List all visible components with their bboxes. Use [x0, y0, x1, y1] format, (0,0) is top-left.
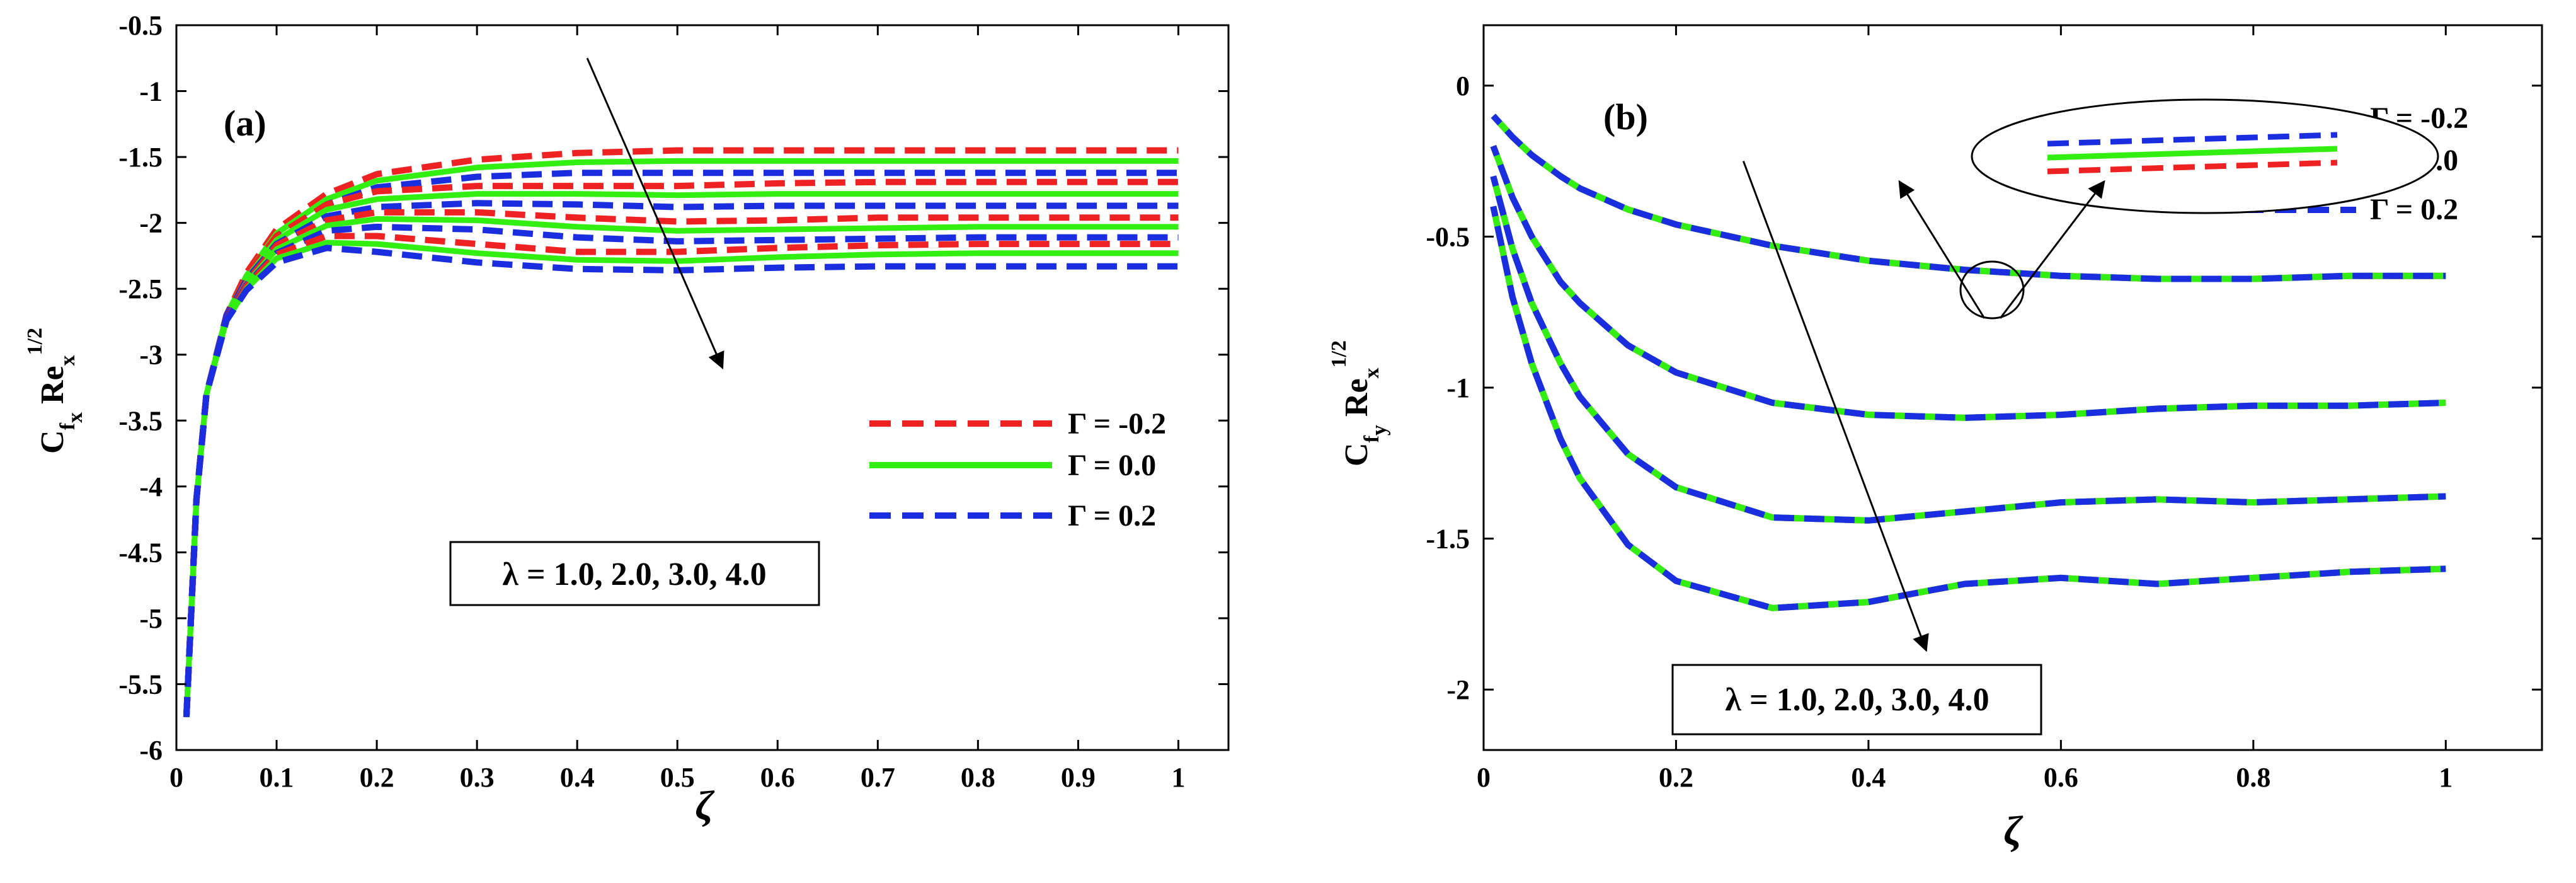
- ticks-a: 0 0.1 0.2 0.3 0.4 0.5 0.6 0.7 0.8 0.9 1 -6 -5.5 -5 -4.…: [118, 10, 1228, 793]
- y-tick-label: -3: [139, 340, 163, 371]
- x-tick-label: 1: [1171, 762, 1185, 793]
- curves-a: [183, 147, 1179, 717]
- x-tick-label: 0.2: [360, 762, 394, 793]
- x-tick-label: 0.6: [2044, 762, 2078, 793]
- x-tick-label: 0.1: [260, 762, 294, 793]
- panel-label-b: (b): [1603, 96, 1648, 137]
- trend-arrow-b: [1742, 161, 1929, 652]
- trend-arrow-a: [586, 57, 724, 370]
- x-tick-label: 0.7: [861, 762, 895, 793]
- series-line-b-1-g2: [1490, 144, 2446, 421]
- x-tick-label: 0: [1477, 762, 1491, 793]
- x-tick-label: 0.2: [1659, 762, 1693, 793]
- y-tick-label: -4.5: [118, 537, 163, 568]
- lambda-label-a: λ = 1.0, 2.0, 3.0, 4.0: [502, 557, 766, 592]
- y-tick-label: -2: [139, 208, 163, 239]
- x-axis-label-a: ζ: [695, 783, 714, 829]
- y-tick-label: -5.5: [118, 669, 163, 700]
- x-tick-label: 0.4: [560, 762, 595, 793]
- lambda-annotation-a: λ = 1.0, 2.0, 3.0, 4.0: [449, 541, 820, 606]
- x-tick-label: 0.3: [460, 762, 495, 793]
- y-tick-label: -0.5: [118, 10, 163, 41]
- lambda-label-b: λ = 1.0, 2.0, 3.0, 4.0: [1725, 682, 1989, 718]
- x-tick-label: 0.9: [1061, 762, 1096, 793]
- series-line-b-3-g2: [1490, 205, 2446, 611]
- y-tick-label: -1: [139, 76, 163, 107]
- panel-a: 0 0.1 0.2 0.3 0.4 0.5 0.6 0.7 0.8 0.9 1 -6 -5.5 -5 -4.…: [23, 10, 1230, 829]
- x-tick-label: 0.4: [1851, 762, 1886, 793]
- series-line-a-6: [183, 209, 1179, 717]
- zoom-source-ellipse: [1959, 260, 2025, 320]
- y-tick-label: -4: [139, 471, 163, 502]
- legend-a: Γ = -0.2 Γ = 0.0 Γ = 0.2: [869, 407, 1166, 533]
- y-tick-label: -2.5: [118, 274, 163, 304]
- x-tick-label: 0.6: [760, 762, 795, 793]
- y-tick-label: -1.5: [1426, 524, 1470, 555]
- y-tick-label: -5: [139, 603, 163, 634]
- y-tick-label: -1.5: [118, 142, 163, 173]
- series-line-a-11: [183, 245, 1179, 717]
- zoom-line-blue: [2047, 132, 2338, 147]
- y-tick-label: -2: [1446, 674, 1470, 705]
- x-tick-label: 0.8: [961, 762, 995, 793]
- zoom-ellipse: [1971, 98, 2439, 214]
- ticks-b: 0 0.2 0.4 0.6 0.8 1 -2 -1.5 -1 -0.5 0: [1426, 25, 2542, 793]
- y-axis-label-a: Cfx Rex1/2: [23, 328, 87, 454]
- y-tick-label: -6: [139, 735, 163, 766]
- x-axis-label-b: ζ: [2003, 808, 2023, 854]
- legend-label-gamma-pos-b: Γ = 0.2: [2370, 193, 2458, 226]
- zoom-arrow-right: [1999, 180, 2105, 319]
- x-tick-label: 0.8: [2236, 762, 2270, 793]
- y-tick-label: -3.5: [118, 405, 163, 436]
- y-tick-label: -1: [1446, 372, 1470, 403]
- x-tick-label: 1: [2439, 762, 2453, 793]
- series-line-a-9: [183, 233, 1179, 717]
- legend-label-gamma-neg-a: Γ = -0.2: [1068, 407, 1166, 441]
- lambda-annotation-b: λ = 1.0, 2.0, 3.0, 4.0: [1671, 664, 2042, 736]
- series-line-b-0-g2: [1491, 113, 2446, 282]
- y-tick-label: -0.5: [1426, 221, 1470, 252]
- curves-b: [1490, 113, 2446, 611]
- legend-label-gamma-zero-a: Γ = 0.0: [1068, 449, 1156, 482]
- axes-box-a: [175, 24, 1230, 751]
- series-line-b-2-g2: [1490, 175, 2446, 524]
- zoom-inset-b: [1898, 98, 2439, 320]
- panel-b: 0 0.2 0.4 0.6 0.8 1 -2 -1.5 -1 -0.5 0 (b) ζ Cfy Re…: [1327, 24, 2543, 854]
- legend-label-gamma-pos-a: Γ = 0.2: [1068, 499, 1156, 533]
- zoom-line-green: [2047, 146, 2338, 161]
- x-tick-label: 0.5: [660, 762, 695, 793]
- y-tick-label: 0: [1456, 71, 1470, 101]
- y-axis-label-b: Cfy Rex1/2: [1327, 340, 1391, 466]
- series-line-a-10: [183, 240, 1179, 717]
- x-tick-label: 0: [169, 762, 183, 793]
- zoom-arrow-left: [1898, 180, 1986, 319]
- series-line-a-8: [183, 223, 1179, 717]
- panel-label-a: (a): [224, 103, 266, 144]
- zoom-line-red: [2047, 159, 2338, 175]
